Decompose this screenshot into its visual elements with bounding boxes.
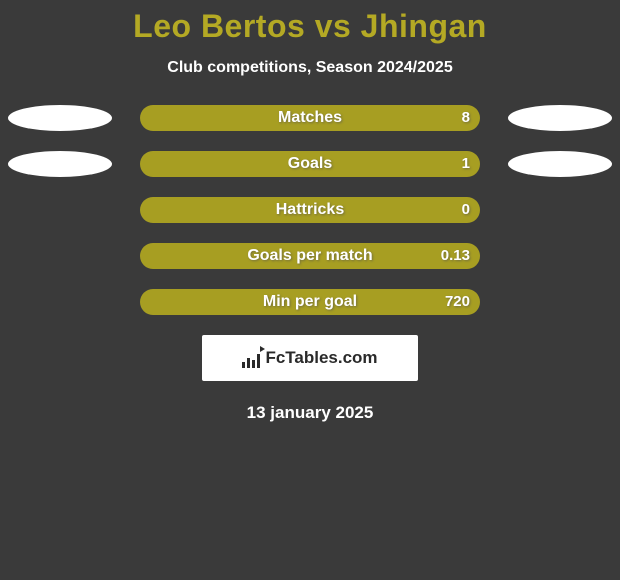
bar-track xyxy=(140,289,480,315)
brand-badge: FcTables.com xyxy=(202,335,418,381)
bar-right xyxy=(140,289,480,315)
page-title: Leo Bertos vs Jhingan xyxy=(0,0,620,45)
bar-right xyxy=(140,197,480,223)
bar-track xyxy=(140,151,480,177)
player-left-ellipse xyxy=(8,151,112,177)
stat-row: Goals per match0.13 xyxy=(0,243,620,269)
bar-right xyxy=(140,151,480,177)
stat-row: Min per goal720 xyxy=(0,289,620,315)
chart-icon xyxy=(242,348,262,368)
brand-part3: .com xyxy=(338,348,378,367)
player-left-ellipse xyxy=(8,105,112,131)
bar-track xyxy=(140,243,480,269)
stat-row: Hattricks0 xyxy=(0,197,620,223)
stats-container: Matches8 Goals1 Hattricks0 Goals per match0… xyxy=(0,105,620,315)
bar-right xyxy=(140,243,480,269)
brand-part1: Fc xyxy=(265,348,285,367)
date-label: 13 january 2025 xyxy=(0,403,620,423)
player-right-ellipse xyxy=(508,151,612,177)
bar-track xyxy=(140,105,480,131)
bar-right xyxy=(140,105,480,131)
brand-part2: Tables xyxy=(285,348,338,367)
stat-row: Goals1 xyxy=(0,151,620,177)
subtitle: Club competitions, Season 2024/2025 xyxy=(0,59,620,77)
bar-track xyxy=(140,197,480,223)
stat-row: Matches8 xyxy=(0,105,620,131)
comparison-infographic: Leo Bertos vs Jhingan Club competitions,… xyxy=(0,0,620,580)
player-right-ellipse xyxy=(508,105,612,131)
brand-text: FcTables.com xyxy=(265,348,377,368)
